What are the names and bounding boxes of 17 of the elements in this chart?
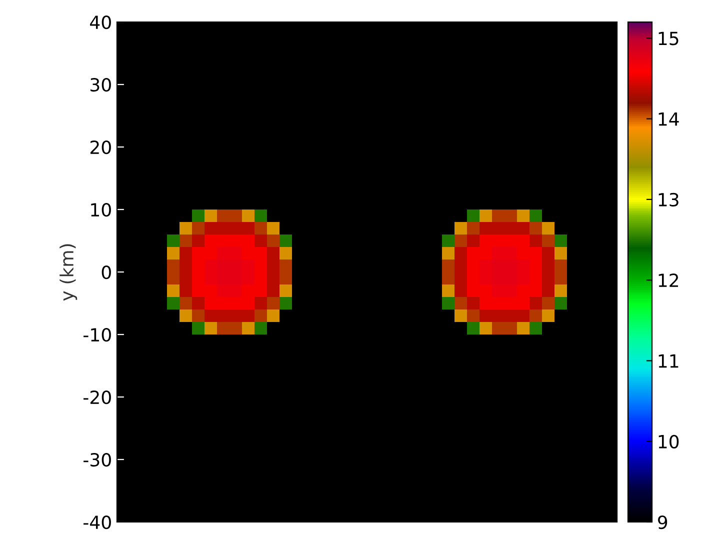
color-bar-label: 10 [658,434,679,448]
y-tick-label: -20 [84,390,111,404]
color-bar-label: 11 [658,354,678,368]
y-tick-label: 40 [90,15,111,30]
y-tick-label: 30 [90,78,111,92]
color-bar-label: 13 [658,192,678,207]
y-tick-label: 20 [90,140,111,154]
y-axis-title: y (km) [60,244,78,301]
y-tick-label: -40 [84,515,111,530]
color-bar-label: 15 [658,32,678,46]
color-bar-label: 12 [658,274,678,287]
y-tick-label: -30 [84,452,111,467]
color-bar-label: 14 [658,112,679,126]
y-tick-label: -10 [84,328,111,342]
color-bar-label: 9 [658,515,668,530]
y-tick-label: 10 [91,202,111,217]
y-tick-label: 0 [102,265,111,280]
